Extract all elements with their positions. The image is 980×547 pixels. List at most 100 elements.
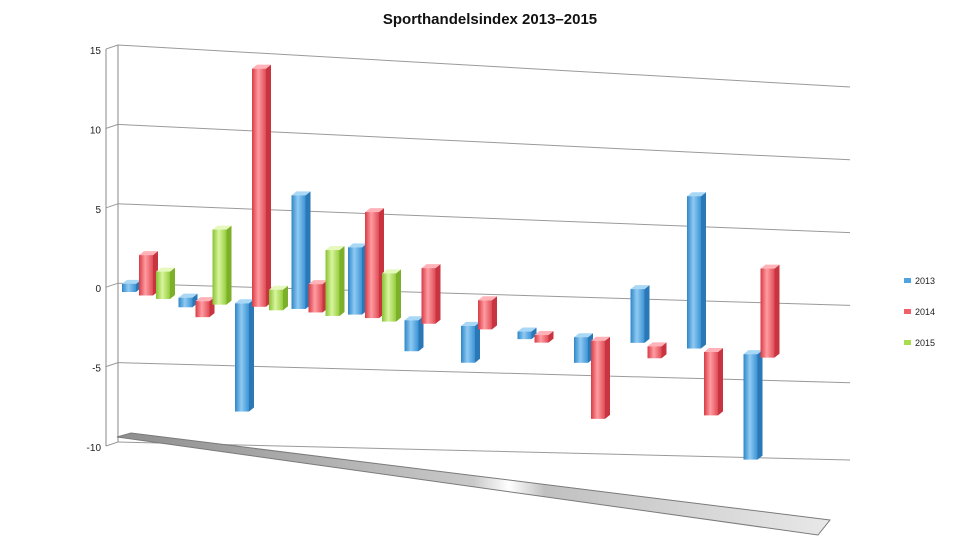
y-tick-label: 5 [95,205,101,216]
bar-top [348,243,367,248]
bar-front [534,335,549,343]
legend-label: 2015 [915,338,935,348]
bar-top [517,327,537,332]
bar-front [252,68,266,307]
bar-top [308,280,328,285]
bar-side [475,321,480,363]
bar-side [661,342,667,359]
bar-2013-3 [235,299,254,412]
bar-2014-9 [591,336,610,419]
bar-side [283,285,288,311]
bar-side [418,316,424,352]
bar-top [404,316,424,321]
bar-2013-1 [122,279,141,292]
bar-front [122,283,136,292]
gridline [117,441,851,461]
bar-side [548,331,554,343]
bar-top [647,342,667,347]
bar-side [266,64,271,307]
bar-2013-9 [574,333,593,363]
bar-2014-10 [647,342,667,359]
gridline-stub [105,203,119,209]
gridline [117,282,851,306]
bar-top [421,264,441,269]
bar-2015-2 [212,225,232,305]
bar-top [235,299,254,304]
bar-front [760,268,775,358]
bar-2014-4 [308,280,328,313]
bar-2014-8 [534,331,554,343]
floor-slab [116,432,831,536]
bar-front [517,331,532,340]
bar-front [591,340,605,419]
bar-side [249,299,254,412]
bar-2015-1 [156,267,175,299]
bar-top [195,297,215,302]
bar-2013-11 [687,192,706,349]
bar-front [235,303,249,412]
bar-top [478,296,497,301]
bar-side [492,296,497,330]
bar-2013-6 [404,316,424,352]
gridline-stub [105,123,119,129]
bar-2014-2 [195,297,215,318]
bar-top [760,264,780,269]
y-axis-ticks: 15 10 5 0 -5 -10 [87,46,102,454]
bar-top [743,350,763,355]
y-tick-label: -10 [87,443,102,454]
bar-2014-7 [478,296,497,330]
bar-side [531,327,537,340]
bar-top [325,246,345,251]
bar-top [534,331,554,336]
bar-top [269,285,288,290]
bar-2014-3 [252,64,271,307]
chart-title: Sporthandelsindex 2013–2015 [383,11,597,28]
y-tick-label: 15 [90,46,102,57]
bar-side [757,350,763,460]
gridline-stub [105,441,119,447]
bar-top [461,321,480,326]
gridline [117,362,851,384]
bar-side [170,267,175,299]
y-tick-label: 10 [90,125,102,136]
legend-item-2014: 2014 [904,307,935,317]
bar-top [122,279,141,284]
bar-front [308,284,323,313]
bar-2014-5 [365,208,384,319]
bar-front [382,273,396,322]
legend: 2013 2014 2015 [904,276,935,348]
bar-side [435,264,441,324]
bar-2013-4 [291,191,311,309]
bar-2014-12 [760,264,780,358]
bar-side [774,264,780,358]
y-tick-label: 0 [95,284,101,295]
gridline-stub [105,362,119,368]
bar-front [478,300,492,330]
bars [122,64,780,460]
bar-2013-2 [178,293,198,308]
bar-2015-4 [325,246,345,316]
bar-front [365,212,379,319]
bar-front [404,320,419,352]
bar-top [687,192,706,197]
bar-front [348,247,362,315]
bar-top [591,336,610,341]
bar-top [252,64,271,69]
bar-side [644,285,650,343]
bar-top [156,267,175,272]
bar-2013-8 [517,327,537,340]
gridline [117,203,851,234]
bar-2014-6 [421,264,441,324]
bar-front [212,229,227,305]
bar-2014-1 [139,251,158,296]
bar-2014-11 [704,348,723,416]
bar-front [269,289,283,311]
bar-top [212,225,232,230]
bar-front [704,352,718,416]
legend-item-2013: 2013 [904,276,935,286]
bar-top [630,285,650,290]
legend-swatch [904,340,911,345]
legend-label: 2013 [915,276,935,286]
bar-side [226,225,232,305]
